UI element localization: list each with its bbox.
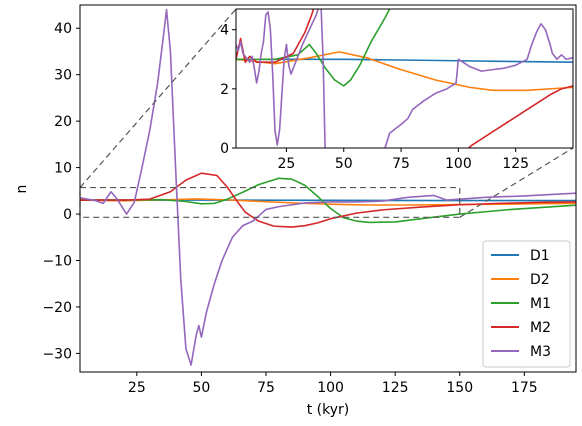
inset-y-tick-label: 0 (220, 141, 229, 157)
inset-x-tick-label: 50 (335, 156, 353, 172)
inset-axes-frame (235, 8, 574, 149)
legend: D1 D2 M1 M2 M3 (482, 240, 571, 368)
y-tick-label: −20 (42, 300, 72, 316)
inset-y-tick-label: 2 (220, 82, 229, 98)
x-tick-label: 150 (446, 380, 473, 396)
y-tick-label: −30 (42, 346, 72, 362)
legend-label-d2: D2 (530, 272, 550, 288)
inset-series-line-d2 (236, 51, 573, 92)
x-tick-label: 50 (193, 380, 211, 396)
x-tick-label: 125 (382, 380, 409, 396)
legend-label-m3: M3 (530, 344, 551, 360)
x-tick-label: 100 (317, 380, 344, 396)
y-tick-label: 0 (63, 207, 72, 223)
y-axis-label: n (14, 185, 30, 194)
x-tick-label: 75 (257, 380, 275, 396)
x-axis-label: t (kyr) (307, 402, 350, 418)
series-line-m1 (80, 177, 576, 224)
y-tick-label: −10 (42, 254, 72, 270)
series-line-m3 (80, 8, 576, 366)
inset-plot: 25 50 75 100 125 0 2 4 (220, 8, 574, 172)
y-tick-label: 30 (54, 68, 72, 84)
y-tick-label: 40 (54, 21, 72, 37)
main-axes-frame (79, 4, 577, 373)
inset-series-line-m3 (384, 22, 573, 148)
y-tick-label: 20 (54, 114, 72, 130)
legend-box (482, 240, 571, 368)
legend-label-m2: M2 (530, 320, 551, 336)
x-tick-label: 25 (128, 380, 146, 396)
inset-x-tick-label: 100 (445, 156, 472, 172)
inset-series-line-m2 (467, 85, 573, 148)
inset-series-line-d1 (236, 58, 573, 64)
inset-x-tick-label: 75 (392, 156, 410, 172)
y-tick-label: 10 (54, 161, 72, 177)
inset-series-line-m3 (236, 9, 326, 148)
inset-x-tick-label: 125 (502, 156, 529, 172)
legend-label-m1: M1 (530, 296, 551, 312)
zoom-connector-bottom (459, 147, 574, 218)
inset-x-tick-label: 25 (278, 156, 296, 172)
series-line-m2 (80, 172, 576, 228)
inset-y-tick-label: 4 (220, 23, 229, 39)
legend-label-d1: D1 (530, 248, 550, 264)
x-tick-label: 175 (511, 380, 538, 396)
